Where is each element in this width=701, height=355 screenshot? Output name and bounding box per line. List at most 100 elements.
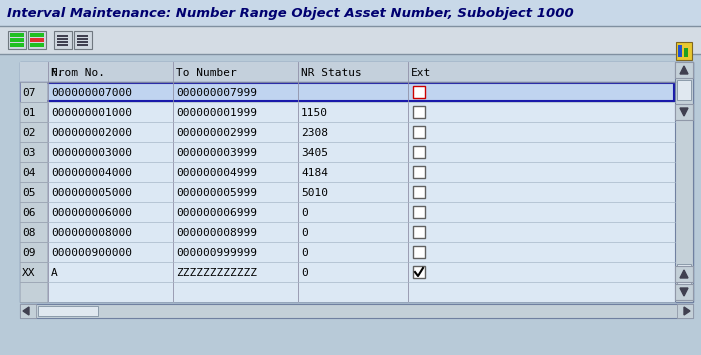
Text: 000000004999: 000000004999 [176,168,257,178]
Polygon shape [680,270,688,278]
Text: 01: 01 [22,108,36,118]
Text: 09: 09 [22,247,36,257]
Text: 000000006999: 000000006999 [176,208,257,218]
Text: 2308: 2308 [301,127,328,137]
Bar [30,33,44,37]
Bar [20,242,675,262]
Bar [675,284,693,300]
Bar [74,31,92,49]
Bar [675,62,693,302]
Text: 08: 08 [22,228,36,237]
Bar [20,222,47,242]
Bar [20,62,693,302]
Bar [413,186,425,198]
Text: 06: 06 [22,208,36,218]
Text: 3405: 3405 [301,147,328,158]
Text: Interval Maintenance: Number Range Object Asset Number, Subobject 1000: Interval Maintenance: Number Range Objec… [7,7,573,21]
Text: 000000002999: 000000002999 [176,127,257,137]
Bar [20,262,675,282]
Text: 03: 03 [22,147,36,158]
Text: 000000008999: 000000008999 [176,228,257,237]
Bar [77,38,88,40]
Bar [54,31,72,49]
Bar [20,162,675,182]
Bar [30,43,44,47]
Text: 000000001000: 000000001000 [51,108,132,118]
Bar [20,102,675,122]
Bar [20,162,47,182]
Bar [20,62,675,82]
Text: 1150: 1150 [301,108,328,118]
Bar [20,182,47,202]
Text: 0: 0 [301,228,308,237]
Text: 000000007000: 000000007000 [51,87,132,98]
Bar [10,38,24,42]
Text: To Number: To Number [176,67,237,77]
Text: ZZZZZZZZZZZZ: ZZZZZZZZZZZZ [176,268,257,278]
Text: 4184: 4184 [301,168,328,178]
Text: 0: 0 [301,268,308,278]
Polygon shape [680,66,688,74]
Bar [20,182,675,202]
Text: N.: N. [50,67,64,77]
Text: 000000001999: 000000001999 [176,108,257,118]
Bar [413,166,425,178]
Bar [675,62,693,78]
Bar [28,31,46,49]
Bar [20,262,47,282]
Bar [77,41,88,43]
Bar [20,142,47,162]
Text: NR Status: NR Status [301,67,362,77]
Bar [20,282,675,302]
Text: From No.: From No. [51,67,105,77]
Bar [413,106,425,118]
Bar [20,304,36,318]
Bar [677,264,691,284]
Bar [0,0,701,26]
Text: 0: 0 [301,208,308,218]
Bar [413,246,425,258]
Bar [30,38,44,42]
Bar [413,146,425,158]
Polygon shape [680,288,688,296]
Bar [20,102,47,122]
Text: 000000008000: 000000008000 [51,228,132,237]
Bar [77,44,88,46]
Bar [57,41,68,43]
Bar [8,31,26,49]
Text: 000000005999: 000000005999 [176,187,257,197]
Bar [677,304,693,318]
Text: 000000003999: 000000003999 [176,147,257,158]
Bar [57,44,68,46]
Text: 000000999999: 000000999999 [176,247,257,257]
Text: 000000003000: 000000003000 [51,147,132,158]
Bar [20,122,47,142]
Bar [10,33,24,37]
Bar [20,242,47,262]
Text: 000000007999: 000000007999 [176,87,257,98]
Bar [20,82,47,102]
Bar [413,86,425,98]
Bar [413,226,425,238]
Bar [676,42,692,60]
Bar [20,222,675,242]
Bar [678,45,682,57]
Bar [413,126,425,138]
Bar [77,35,88,37]
Text: A: A [51,268,57,278]
Text: 04: 04 [22,168,36,178]
Bar [0,26,701,54]
Text: 5010: 5010 [301,187,328,197]
Text: XX: XX [22,268,36,278]
Bar [675,266,693,282]
Bar [20,304,693,318]
Bar [684,48,688,57]
Bar [57,38,68,40]
Bar [413,206,425,218]
Bar [675,104,693,120]
Bar [20,282,47,302]
Bar [38,306,98,316]
Polygon shape [684,307,690,315]
Text: 02: 02 [22,127,36,137]
Text: 000000004000: 000000004000 [51,168,132,178]
